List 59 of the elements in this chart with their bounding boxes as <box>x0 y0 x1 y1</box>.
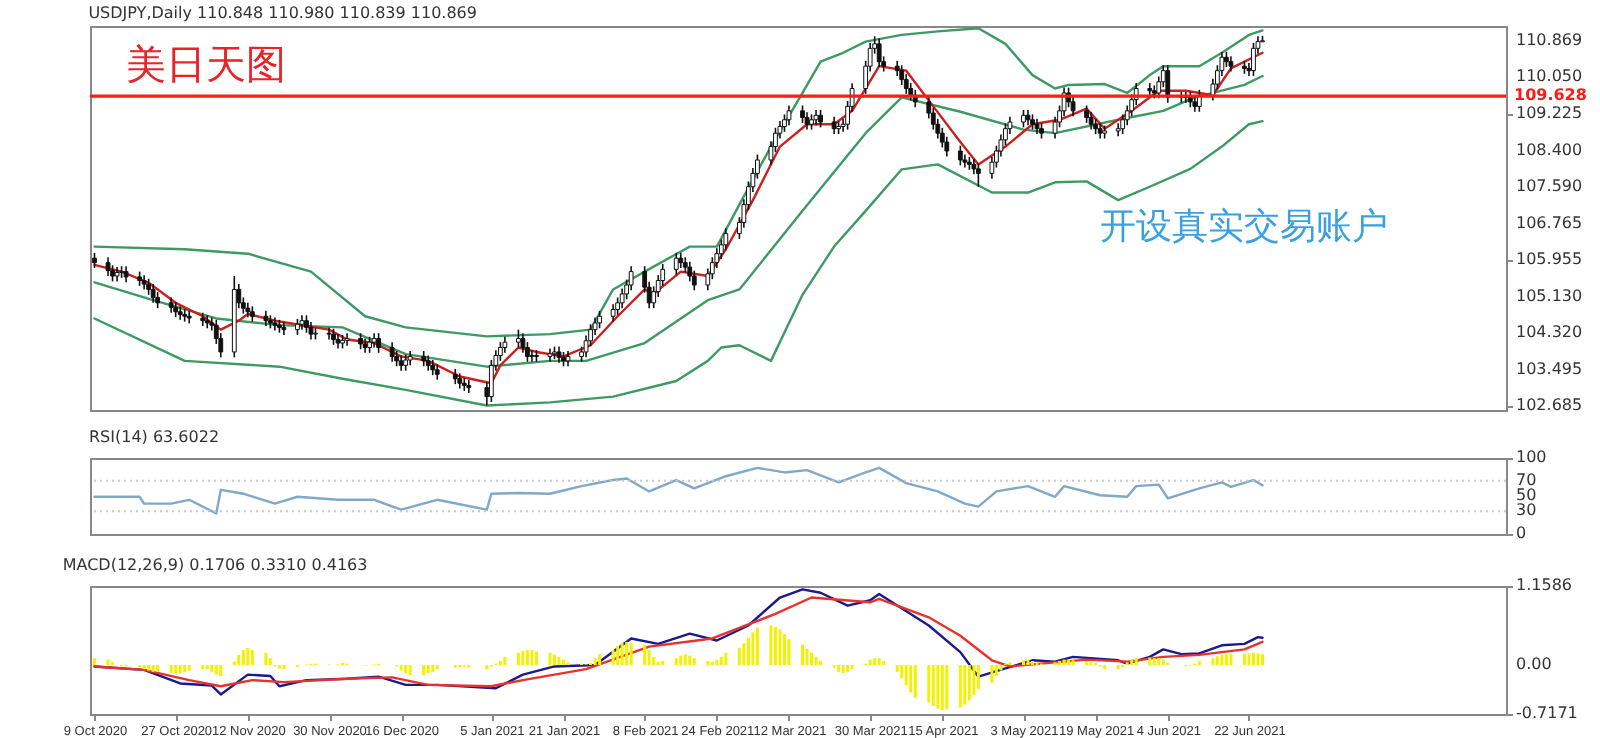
chart-title: MACD(12,26,9) 0.1706 0.3310 0.4163 <box>62 556 368 574</box>
candlestick <box>150 283 156 304</box>
y-tick-label: 70 <box>1516 470 1537 489</box>
candlestick <box>177 305 183 321</box>
y-tick-label: 103.495 <box>1516 360 1583 379</box>
candlestick <box>1120 113 1126 135</box>
candlestick <box>723 227 729 251</box>
chart-title: USDJPY,Daily 110.848 110.980 110.839 110.869 <box>88 4 477 22</box>
y-tick-label: 0.00 <box>1516 655 1552 674</box>
chart-title: RSI(14) 63.6022 <box>89 428 220 446</box>
candlestick <box>876 37 882 68</box>
y-tick-label: 102.685 <box>1516 396 1583 415</box>
candlestick <box>376 332 382 354</box>
y-tick-label: 1.1586 <box>1516 576 1572 594</box>
candlestick <box>1251 42 1256 77</box>
y-tick-label: 109.225 <box>1516 104 1583 123</box>
y-tick-label: 106.765 <box>1516 214 1583 233</box>
candlestick <box>461 377 467 392</box>
y-tick-label: -0.7171 <box>1516 704 1578 722</box>
candlestick <box>525 341 530 363</box>
candlestick <box>466 379 472 394</box>
y-tick-label: 110.050 <box>1516 67 1583 86</box>
y-tick-label: 105.130 <box>1516 287 1583 306</box>
candlestick <box>281 321 287 336</box>
candlestick <box>957 144 963 167</box>
candlestick <box>520 332 526 354</box>
candlestick <box>389 341 395 363</box>
candlestick <box>1165 64 1171 104</box>
annotation: 开设真实交易账户 <box>1100 206 1388 248</box>
candlestick <box>691 269 697 292</box>
candlestick <box>903 73 909 95</box>
y-tick-label: 100 <box>1516 448 1547 466</box>
candlestick <box>326 327 332 341</box>
y-tick-label: 30 <box>1516 501 1537 520</box>
ref-line-label: 109.628 <box>1514 86 1588 105</box>
y-tick-label: 110.869 <box>1516 30 1583 49</box>
candlestick <box>939 127 945 149</box>
candlestick <box>182 308 188 323</box>
y-tick-label: 0 <box>1516 524 1527 542</box>
y-tick-label: 105.955 <box>1516 250 1583 269</box>
candlestick <box>786 104 792 126</box>
candlestick <box>687 260 693 283</box>
candlestick <box>673 252 679 276</box>
candlestick <box>944 135 950 158</box>
candlestick <box>1070 95 1076 117</box>
y-tick-label: 108.400 <box>1516 141 1583 160</box>
candlestick <box>186 310 192 325</box>
y-tick-label: 104.320 <box>1516 323 1583 342</box>
candlestick <box>619 287 625 309</box>
candlestick <box>529 349 535 363</box>
candlestick <box>899 64 905 86</box>
y-tick-label: 107.590 <box>1516 177 1583 196</box>
line-series <box>93 466 1264 515</box>
candlestick <box>628 265 634 292</box>
y-tick-label: 50 <box>1516 486 1537 504</box>
candlestick <box>975 162 981 188</box>
annotation: 美日天图 <box>126 40 286 88</box>
candlestick <box>930 106 936 131</box>
candlestick <box>105 256 111 277</box>
